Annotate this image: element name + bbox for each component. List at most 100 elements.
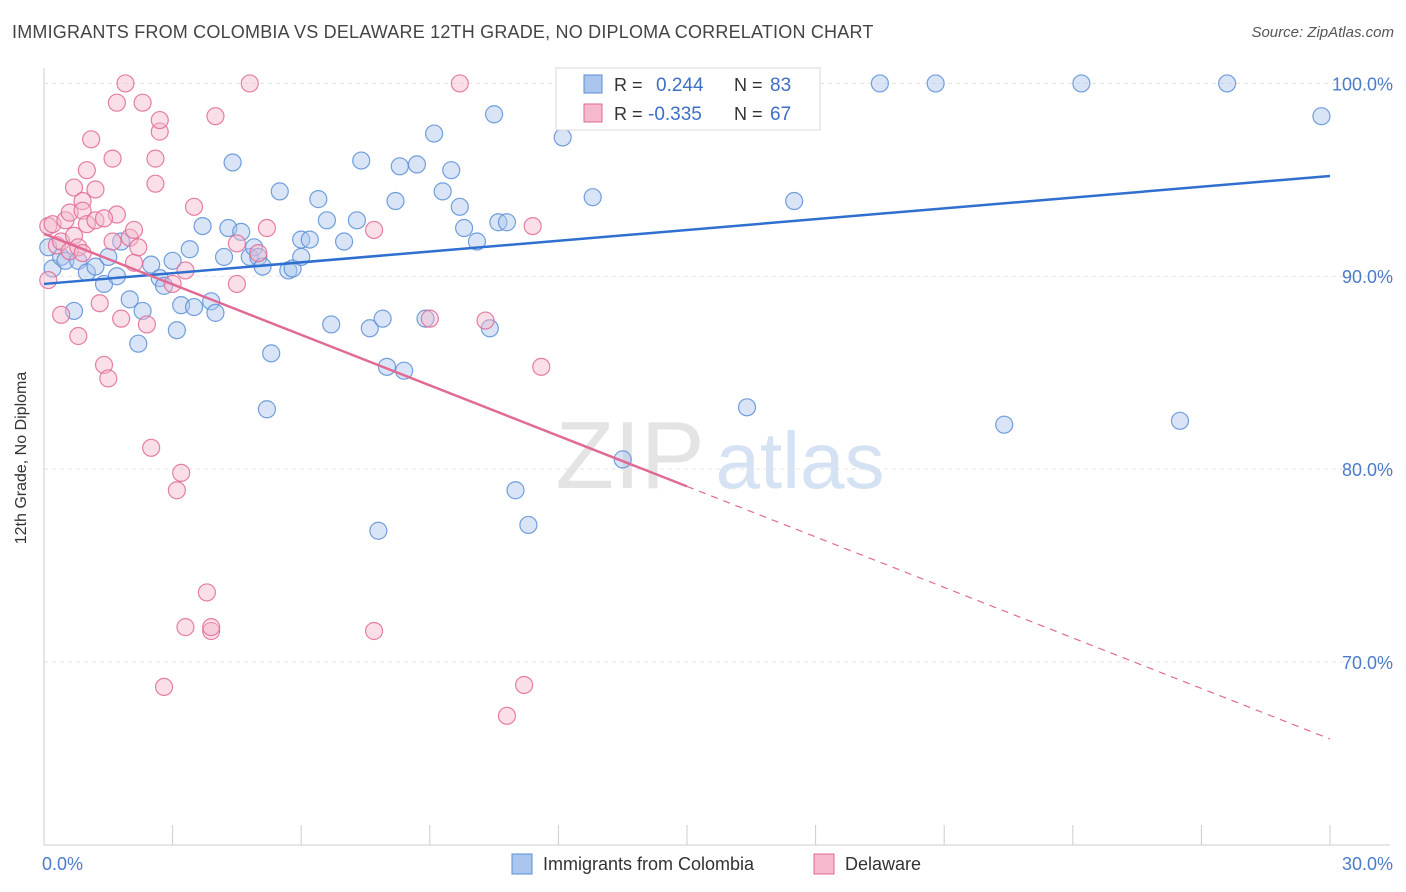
- point-colombia-66: [506, 481, 525, 500]
- point-delaware-54: [257, 218, 277, 238]
- legend-label-pink: Delaware: [845, 854, 921, 874]
- legend-swatch-pink: [813, 853, 835, 875]
- stats-n-value-pink: 67: [770, 104, 791, 125]
- point-colombia-22: [193, 216, 212, 236]
- point-colombia-45: [347, 211, 367, 230]
- point-colombia-33: [257, 400, 277, 419]
- point-colombia-43: [322, 315, 341, 334]
- point-delaware-11: [69, 326, 88, 346]
- point-delaware-0: [39, 270, 58, 290]
- bottom-legend: Immigrants from Colombia Delaware: [511, 853, 921, 875]
- point-colombia-78: [1072, 74, 1091, 93]
- watermark: ZIP atlas: [555, 402, 884, 509]
- trend-line-1: [43, 232, 688, 488]
- point-delaware-65: [227, 234, 246, 253]
- tick-labels: 100.0% 90.0% 80.0% 70.0% 0.0% 30.0%: [42, 74, 1393, 874]
- point-colombia-35: [270, 182, 289, 201]
- point-delaware-40: [154, 677, 174, 697]
- x-tick-label-0: 0.0%: [42, 854, 83, 874]
- point-colombia-58: [442, 161, 461, 180]
- point-delaware-27: [112, 309, 131, 328]
- stats-legend-box: R = 0.244 N = 83 R = -0.335 N = 67: [555, 67, 821, 131]
- stats-n-label-blue: N =: [734, 75, 763, 95]
- point-colombia-81: [1312, 107, 1331, 126]
- point-delaware-18: [86, 180, 105, 199]
- point-colombia-28: [232, 222, 251, 241]
- stats-r-label-pink: R =: [614, 104, 643, 124]
- point-delaware-57: [420, 309, 439, 328]
- point-delaware-9: [64, 226, 84, 245]
- point-colombia-57: [433, 182, 452, 201]
- point-delaware-43: [172, 463, 191, 482]
- point-colombia-51: [386, 191, 405, 211]
- legend-swatch-blue: [511, 853, 533, 875]
- stats-r-label-blue: R =: [614, 75, 643, 95]
- point-colombia-55: [416, 309, 435, 328]
- point-delaware-51: [227, 274, 246, 294]
- point-delaware-59: [476, 311, 495, 330]
- point-delaware-16: [77, 161, 96, 180]
- point-delaware-53: [249, 243, 268, 263]
- point-colombia-54: [407, 155, 427, 174]
- point-colombia-25: [214, 247, 234, 267]
- point-delaware-62: [523, 216, 542, 236]
- point-delaware-37: [146, 149, 165, 168]
- point-delaware-21: [94, 355, 114, 375]
- point-colombia-13: [133, 301, 152, 321]
- point-delaware-13: [73, 191, 92, 211]
- point-delaware-33: [133, 93, 152, 112]
- point-delaware-25: [107, 93, 126, 112]
- point-colombia-18: [167, 321, 186, 340]
- stats-r-value-blue: 0.244: [656, 75, 704, 96]
- gridlines: [44, 82, 1390, 663]
- point-delaware-32: [129, 238, 148, 257]
- point-delaware-63: [532, 357, 551, 376]
- point-delaware-55: [364, 220, 384, 240]
- point-delaware-22: [99, 369, 118, 388]
- point-delaware-17: [82, 130, 101, 149]
- point-delaware-60: [497, 706, 517, 725]
- point-colombia-69: [583, 188, 602, 207]
- point-colombia-42: [317, 211, 337, 230]
- trend-lines: [43, 174, 1331, 740]
- point-delaware-52: [240, 74, 259, 93]
- chart-title: IMMIGRANTS FROM COLOMBIA VS DELAWARE 12T…: [12, 22, 874, 42]
- point-colombia-6: [86, 257, 105, 276]
- point-colombia-48: [369, 521, 388, 540]
- point-delaware-61: [515, 675, 534, 695]
- stats-n-value-blue: 83: [770, 75, 791, 96]
- point-delaware-15: [77, 215, 96, 234]
- point-delaware-14: [73, 201, 92, 220]
- source-label: Source: ZipAtlas.com: [1251, 24, 1394, 41]
- point-colombia-60: [454, 218, 474, 238]
- point-colombia-67: [519, 515, 538, 535]
- point-colombia-20: [180, 240, 199, 259]
- point-delaware-24: [103, 149, 122, 168]
- point-colombia-49: [373, 309, 392, 328]
- point-delaware-5: [52, 305, 71, 324]
- legend-label-blue: Immigrants from Colombia: [543, 854, 755, 874]
- point-colombia-24: [206, 303, 225, 322]
- stats-r-value-pink: -0.335: [648, 104, 702, 125]
- point-colombia-12: [129, 334, 148, 353]
- point-delaware-35: [142, 438, 161, 457]
- point-colombia-77: [995, 415, 1014, 434]
- point-delaware-31: [124, 220, 144, 240]
- point-delaware-46: [197, 583, 216, 602]
- stats-swatch-blue: [583, 74, 603, 94]
- y-tick-label-1: 90.0%: [1342, 267, 1393, 287]
- point-colombia-79: [1170, 411, 1190, 430]
- y-tick-label-0: 100.0%: [1332, 74, 1393, 94]
- point-colombia-34: [262, 344, 281, 363]
- x-tick-label-1: 30.0%: [1342, 854, 1393, 874]
- y-tick-label-2: 80.0%: [1342, 460, 1393, 480]
- point-colombia-44: [334, 232, 354, 251]
- point-colombia-75: [870, 74, 890, 93]
- point-colombia-63: [485, 105, 504, 124]
- point-colombia-80: [1218, 74, 1237, 93]
- trend-line-dashed-1: [686, 485, 1331, 740]
- stats-swatch-pink: [583, 103, 603, 123]
- point-delaware-56: [364, 621, 384, 641]
- point-colombia-68: [553, 128, 572, 147]
